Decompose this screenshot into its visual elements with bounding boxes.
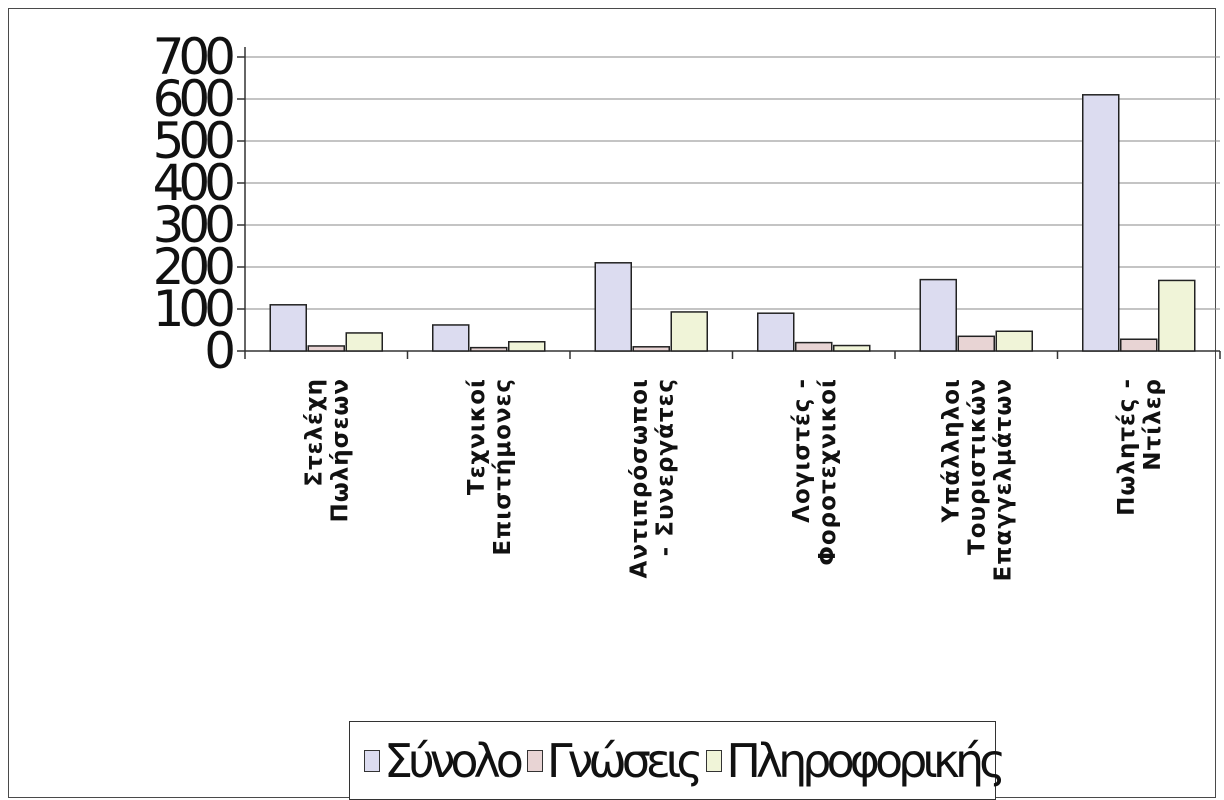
x-tick-label: Αντιπρόσωποι	[626, 378, 652, 578]
x-tick-label: Υπάλληλοι	[938, 378, 964, 523]
x-tick-label: Πωλήσεων	[327, 378, 353, 523]
y-tick-label: 500	[153, 112, 234, 170]
bar	[995, 330, 1033, 352]
x-tick-label: Στελέχη	[301, 378, 327, 487]
x-tick-label: Λογιστές -	[789, 378, 815, 523]
bar	[432, 324, 470, 352]
x-tick-label: Πωλητές -	[1114, 378, 1140, 516]
legend-swatch-total	[364, 749, 380, 772]
legend-swatch-knowledge	[526, 749, 543, 772]
bar	[833, 344, 871, 352]
bar	[632, 346, 670, 352]
x-tick-label: Ντίλερ	[1140, 378, 1166, 471]
bar	[594, 262, 632, 352]
bar	[957, 335, 995, 352]
x-tick-label: Επιστήμονες	[490, 378, 516, 556]
bar	[1120, 338, 1158, 352]
bar	[345, 332, 383, 352]
legend: Σύνολο Γνώσεις Πληροφορικής	[349, 721, 1006, 800]
legend-label-informatics: Πληροφορικής	[726, 733, 1006, 788]
gridlines	[245, 56, 1220, 310]
x-tick-labels: Στελέχη Πωλήσεων Τεχνικοί Επιστήμονες Αντιπρ…	[301, 378, 1166, 581]
x-tick-label: Τεχνικοί	[464, 378, 490, 495]
y-tick-label: 0	[204, 322, 233, 380]
bar	[269, 304, 307, 352]
x-tick-label: Τουριστικών	[964, 378, 990, 555]
legend-label-total: Σύνολο	[384, 733, 524, 788]
bars	[269, 94, 1196, 352]
y-tick-label: 700	[153, 28, 234, 86]
bar	[670, 311, 708, 352]
y-tick-label: 200	[153, 238, 234, 296]
legend-label-knowledge: Γνώσεις	[546, 733, 703, 788]
legend-item-informatics: Πληροφορικής	[706, 733, 1006, 788]
y-tick-label: 300	[153, 196, 234, 254]
bar	[1082, 94, 1120, 352]
legend-item-knowledge: Γνώσεις	[526, 733, 703, 788]
bar	[757, 312, 795, 352]
x-tick-label: - Συνεργάτες	[652, 378, 678, 556]
bar	[1158, 279, 1196, 352]
axes	[237, 47, 1221, 359]
x-tick-label: Φοροτεχνικοί	[815, 378, 841, 566]
bar	[508, 341, 546, 352]
legend-swatch-informatics	[706, 749, 723, 772]
legend-item-total: Σύνολο	[364, 733, 524, 788]
bar	[307, 345, 345, 352]
y-tick-label: 400	[153, 154, 234, 212]
bar	[795, 341, 833, 352]
bar	[470, 346, 508, 352]
y-tick-label: 100	[153, 280, 234, 338]
y-tick-label: 600	[153, 70, 234, 128]
bar	[919, 278, 957, 352]
x-tick-label: Επαγγελμάτων	[990, 378, 1016, 581]
